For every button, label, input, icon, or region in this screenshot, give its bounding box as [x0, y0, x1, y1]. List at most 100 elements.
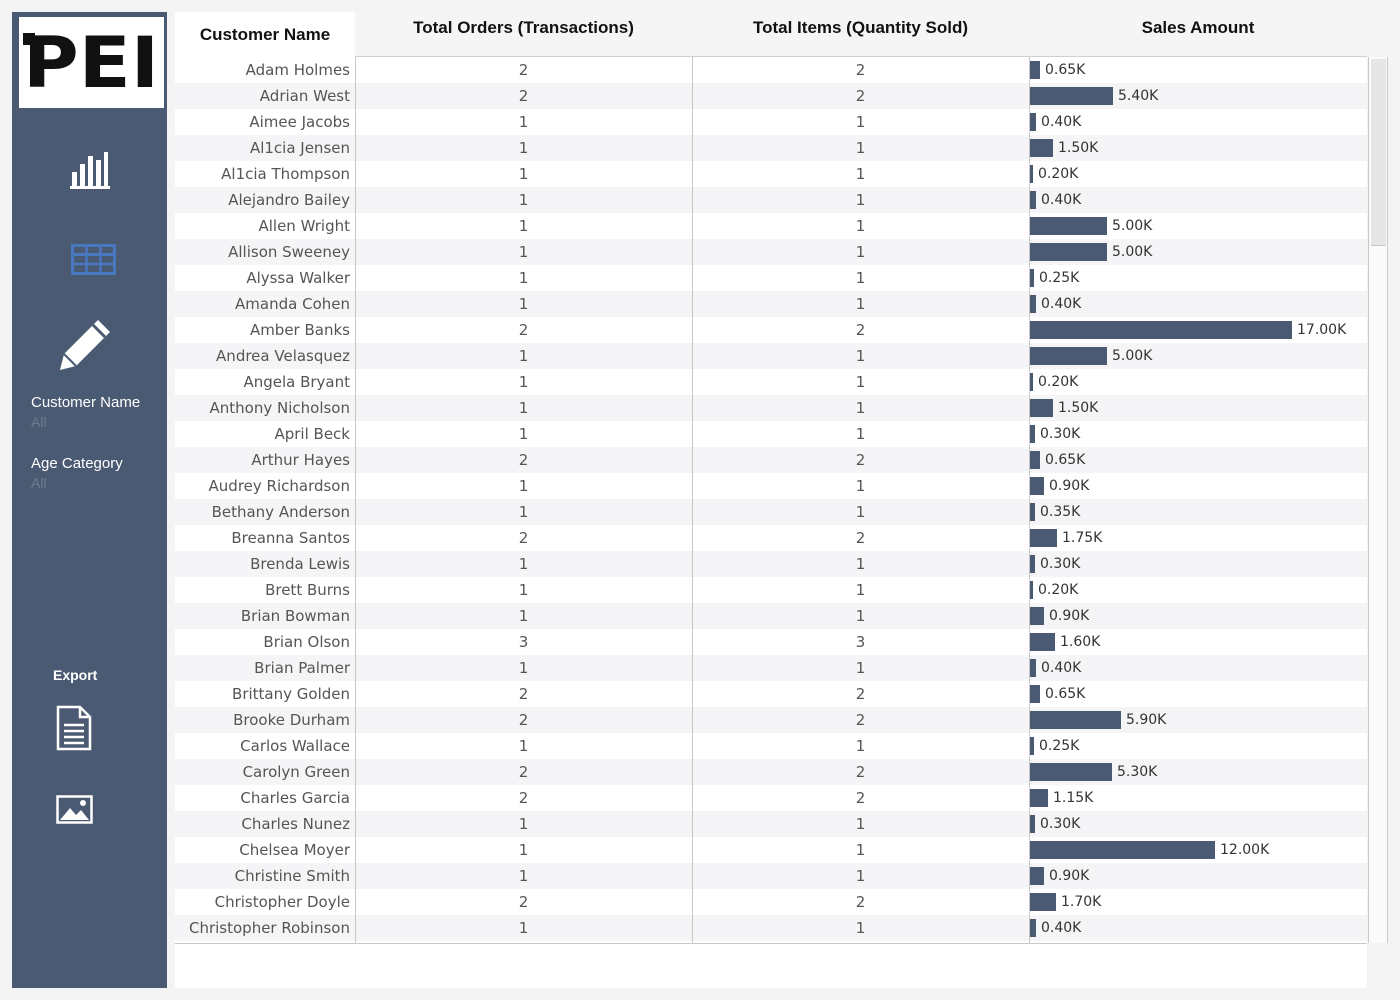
sales-bar[interactable]	[1030, 347, 1107, 365]
total-items-cell: 1	[855, 607, 866, 625]
pencil-icon[interactable]	[58, 318, 112, 372]
table-row[interactable]: Christopher Doyle 2 2 1.70K	[175, 889, 1367, 915]
table-row[interactable]: Alejandro Bailey 1 1 0.40K	[175, 187, 1367, 213]
sales-bar[interactable]	[1030, 685, 1040, 703]
total-orders-cell: 1	[518, 399, 529, 417]
table-row[interactable]: Audrey Richardson 1 1 0.90K	[175, 473, 1367, 499]
sales-bar[interactable]	[1030, 269, 1034, 287]
sales-bar[interactable]	[1030, 217, 1107, 235]
sales-bar[interactable]	[1030, 867, 1044, 885]
sales-bar[interactable]	[1030, 841, 1215, 859]
table-row[interactable]: Brenda Lewis 1 1 0.30K	[175, 551, 1367, 577]
sales-bar[interactable]	[1030, 295, 1036, 313]
customer-name-cell: Carolyn Green	[242, 763, 350, 781]
customer-name-cell: Alejandro Bailey	[228, 191, 350, 209]
vertical-scrollbar[interactable]	[1368, 57, 1388, 943]
table-row[interactable]: Carolyn Green 2 2 5.30K	[175, 759, 1367, 785]
table-row[interactable]: Arthur Hayes 2 2 0.65K	[175, 447, 1367, 473]
filter-value[interactable]: All	[31, 475, 47, 491]
bar-chart-icon[interactable]	[70, 150, 112, 190]
table-row[interactable]: Al1cia Thompson 1 1 0.20K	[175, 161, 1367, 187]
sales-bar[interactable]	[1030, 633, 1055, 651]
table-row[interactable]: Brian Olson 3 3 1.60K	[175, 629, 1367, 655]
table-row[interactable]: Al1cia Jensen 1 1 1.50K	[175, 135, 1367, 161]
table-row[interactable]: Adrian West 2 2 5.40K	[175, 83, 1367, 109]
sales-bar-label: 0.30K	[1040, 426, 1081, 442]
sales-amount-cell: 12.00K	[1029, 837, 1359, 863]
table-row[interactable]: Bethany Anderson 1 1 0.35K	[175, 499, 1367, 525]
table-row[interactable]: Aimee Jacobs 1 1 0.40K	[175, 109, 1367, 135]
sales-bar[interactable]	[1030, 139, 1053, 157]
sales-bar[interactable]	[1030, 893, 1056, 911]
sales-bar[interactable]	[1030, 555, 1035, 573]
table-row[interactable]: Brian Bowman 1 1 0.90K	[175, 603, 1367, 629]
filter-value[interactable]: All	[31, 414, 47, 430]
sales-bar[interactable]	[1030, 243, 1107, 261]
sales-bar[interactable]	[1030, 113, 1036, 131]
sales-bar[interactable]	[1030, 399, 1053, 417]
sales-bar[interactable]	[1030, 477, 1044, 495]
table-row[interactable]: Adam Holmes 2 2 0.65K	[175, 57, 1367, 83]
sales-bar[interactable]	[1030, 503, 1035, 521]
document-export-icon[interactable]	[56, 705, 92, 751]
table-row[interactable]: Charles Nunez 1 1 0.30K	[175, 811, 1367, 837]
table-icon[interactable]	[71, 244, 117, 276]
customer-name-cell: Andrea Velasquez	[216, 347, 350, 365]
table-row[interactable]: Chelsea Moyer 1 1 12.00K	[175, 837, 1367, 863]
header-total-orders[interactable]: Total Orders (Transactions)	[413, 18, 634, 37]
sales-bar[interactable]	[1030, 763, 1112, 781]
sales-bar[interactable]	[1030, 61, 1040, 79]
total-items-cell: 1	[855, 269, 866, 287]
sales-amount-cell: 0.30K	[1029, 811, 1359, 837]
table-row[interactable]: Brooke Durham 2 2 5.90K	[175, 707, 1367, 733]
sales-bar[interactable]	[1030, 789, 1048, 807]
table-row[interactable]: Charles Garcia 2 2 1.15K	[175, 785, 1367, 811]
table-row[interactable]: April Beck 1 1 0.30K	[175, 421, 1367, 447]
image-export-icon[interactable]	[56, 795, 94, 825]
sales-bar[interactable]	[1030, 425, 1035, 443]
age-category-filter[interactable]: Age Category All	[31, 455, 123, 491]
header-sales-amount[interactable]: Sales Amount	[1141, 18, 1255, 37]
table-row[interactable]: Alyssa Walker 1 1 0.25K	[175, 265, 1367, 291]
customer-name-cell: Brenda Lewis	[250, 555, 350, 573]
sales-bar[interactable]	[1030, 581, 1033, 599]
total-items-cell: 1	[855, 815, 866, 833]
sales-bar[interactable]	[1030, 321, 1292, 339]
table-row[interactable]: Allen Wright 1 1 5.00K	[175, 213, 1367, 239]
table-row[interactable]: Brett Burns 1 1 0.20K	[175, 577, 1367, 603]
sales-bar[interactable]	[1030, 737, 1034, 755]
header-customer-name[interactable]: Customer Name	[175, 12, 355, 57]
table-row[interactable]: Amanda Cohen 1 1 0.40K	[175, 291, 1367, 317]
customer-name-filter[interactable]: Customer Name All	[31, 394, 140, 430]
sales-bar[interactable]	[1030, 659, 1036, 677]
sales-bar[interactable]	[1030, 165, 1033, 183]
table-row[interactable]: Anthony Nicholson 1 1 1.50K	[175, 395, 1367, 421]
total-items-cell: 1	[855, 581, 866, 599]
sales-bar[interactable]	[1030, 191, 1036, 209]
sales-bar[interactable]	[1030, 815, 1035, 833]
customer-name-cell: Brett Burns	[265, 581, 350, 599]
sales-bar[interactable]	[1030, 711, 1121, 729]
sales-bar[interactable]	[1030, 87, 1113, 105]
customer-name-cell: Christopher Robinson	[188, 919, 350, 937]
header-total-items[interactable]: Total Items (Quantity Sold)	[752, 18, 969, 37]
table-row[interactable]: Christine Smith 1 1 0.90K	[175, 863, 1367, 889]
customer-name-cell: Aimee Jacobs	[249, 113, 350, 131]
table-row[interactable]: Carlos Wallace 1 1 0.25K	[175, 733, 1367, 759]
sales-bar[interactable]	[1030, 529, 1057, 547]
sales-amount-cell: 17.00K	[1029, 317, 1359, 343]
scrollbar-thumb[interactable]	[1371, 59, 1386, 246]
total-items-cell: 2	[855, 685, 866, 703]
table-row[interactable]: Brittany Golden 2 2 0.65K	[175, 681, 1367, 707]
table-row[interactable]: Breanna Santos 2 2 1.75K	[175, 525, 1367, 551]
table-row[interactable]: Christopher Robinson 1 1 0.40K	[175, 915, 1367, 941]
sales-bar[interactable]	[1030, 919, 1036, 937]
table-row[interactable]: Allison Sweeney 1 1 5.00K	[175, 239, 1367, 265]
table-row[interactable]: Brian Palmer 1 1 0.40K	[175, 655, 1367, 681]
sales-bar[interactable]	[1030, 607, 1044, 625]
sales-bar[interactable]	[1030, 373, 1033, 391]
table-row[interactable]: Andrea Velasquez 1 1 5.00K	[175, 343, 1367, 369]
table-row[interactable]: Amber Banks 2 2 17.00K	[175, 317, 1367, 343]
sales-bar[interactable]	[1030, 451, 1040, 469]
table-row[interactable]: Angela Bryant 1 1 0.20K	[175, 369, 1367, 395]
